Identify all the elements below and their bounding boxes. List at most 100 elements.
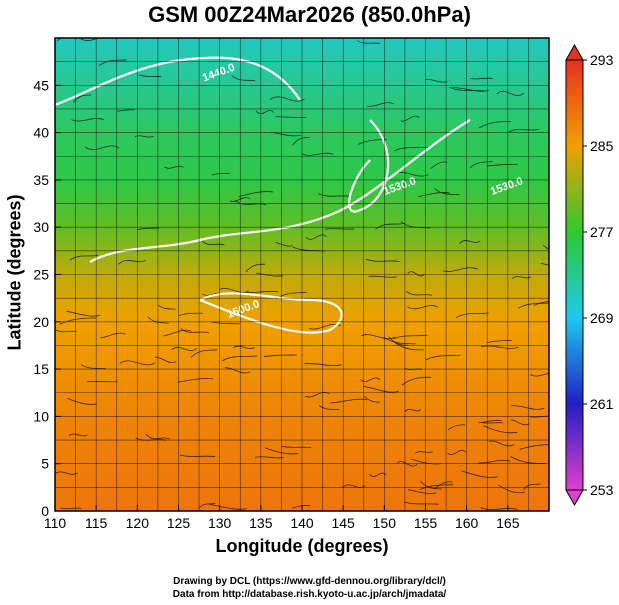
colorbar-tick-label: 261 [590,396,614,412]
streamline [369,472,387,477]
streamline [469,77,493,80]
streamline [496,90,524,96]
x-tick-label: 145 [331,515,355,531]
y-tick-label: 15 [33,361,49,377]
streamline [263,354,297,358]
streamline [178,312,203,316]
streamline [325,228,355,230]
streamline [281,445,312,448]
x-tick-label: 155 [414,515,438,531]
streamline [519,444,549,450]
streamline [139,74,162,78]
streamline [80,364,107,370]
streamline [67,398,97,405]
streamline [245,290,279,294]
x-tick-label: 135 [249,515,273,531]
streamline [235,200,267,206]
y-tick-label: 5 [41,456,49,472]
contour-line [55,56,301,107]
streamline [98,59,127,67]
streamline [292,137,310,146]
streamline [469,161,493,168]
streamline [211,172,230,176]
streamline [256,272,284,277]
streamline [164,165,184,169]
streamline [394,146,431,151]
streamline [394,342,424,351]
streamline [254,456,284,459]
streamline [68,433,88,437]
streamline [478,419,502,424]
streamline [190,349,218,358]
streamline [179,454,216,457]
streamline [55,329,78,333]
streamline [483,425,518,434]
streamline [540,263,549,266]
streamline [301,152,334,156]
streamline [342,484,366,489]
x-axis-label: Longitude (degrees) [215,536,389,556]
y-tick-label: 25 [33,267,49,283]
streamline [292,505,311,509]
streamline [498,484,525,494]
streamline [368,275,397,278]
streamline [306,234,327,240]
streamline [407,271,425,277]
streamline [66,310,101,317]
streamline [508,128,539,133]
streamline [486,163,518,167]
streamline [361,334,396,340]
streamline [59,317,97,325]
streamline [177,378,214,383]
y-tick-label: 0 [41,503,49,519]
streamline [480,507,518,510]
streamline [404,408,422,413]
chart-title: GSM 00Z24Mar2026 (850.0hPa) [148,2,471,27]
streamline [363,385,399,393]
streamline [367,102,394,107]
x-tick-label: 110 [44,515,67,531]
streamline [233,345,256,349]
streamline [489,440,515,447]
streamline [238,191,274,197]
colorbar-tick-label: 285 [590,138,614,154]
colorbar-min-arrow [565,489,584,507]
streamline [533,300,549,306]
streamline [542,244,549,250]
streamline [231,75,256,82]
x-tick-label: 130 [208,515,232,531]
streamline [419,484,453,491]
colorbar-tick-label: 293 [590,52,614,68]
x-tick-label: 160 [455,515,479,531]
colorbar-tick-label: 253 [590,482,614,498]
streamline [219,288,250,293]
streamline [224,367,251,374]
streamline [406,291,433,296]
streamline [461,470,498,478]
streamline [171,347,198,351]
y-tick-label: 40 [33,125,49,141]
streamline [401,376,432,386]
colorbar-max-arrow [565,43,584,61]
streamline [400,115,420,122]
credit-line-1: Drawing by DCL (https://www.gfd-dennou.o… [173,576,446,587]
x-tick-label: 140 [290,515,314,531]
contour-line [348,119,390,213]
streamline [434,481,453,490]
x-tick-label: 120 [126,515,150,531]
streamline [72,94,92,103]
streamline [417,192,451,197]
streamline [208,503,247,510]
x-tick-label: 165 [496,515,520,531]
streamline [162,329,192,337]
x-tick-label: 125 [167,515,191,531]
streamline [211,321,240,325]
streamline [269,96,305,102]
streamline [419,480,442,490]
streamline [318,193,351,197]
streamline [154,356,177,363]
streamline [455,312,489,319]
colorbar-tick-label: 269 [590,310,614,326]
x-tick-label: 150 [373,515,397,531]
